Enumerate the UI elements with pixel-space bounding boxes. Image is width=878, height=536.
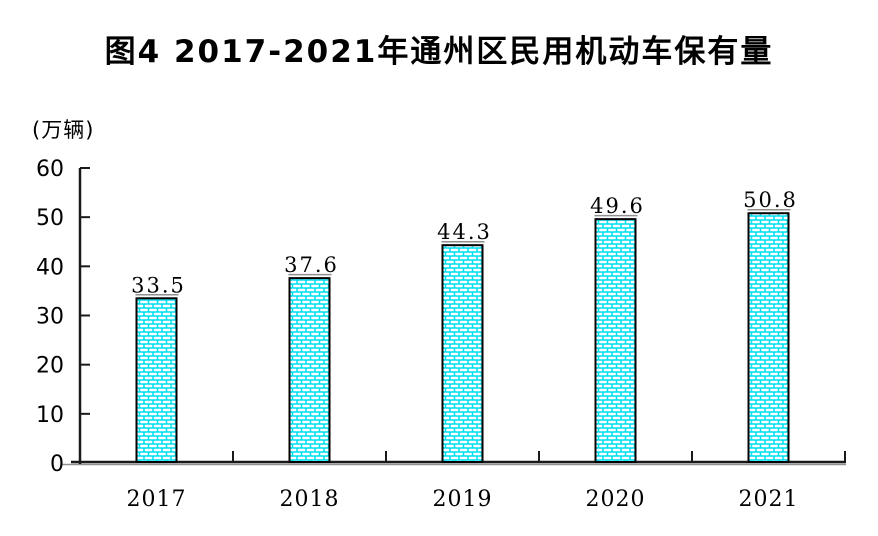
y-tick-label: 0 <box>50 452 64 477</box>
x-tick-label: 2018 <box>280 487 340 512</box>
bar <box>135 297 178 463</box>
bar-value-label: 33.5 <box>131 273 186 297</box>
bar <box>747 212 790 463</box>
bar-value-label: 49.6 <box>590 194 645 218</box>
y-tick-label: 60 <box>36 157 64 182</box>
chart-title: 图4 2017-2021年通州区民用机动车保有量 <box>104 34 774 70</box>
bar-value-label: 50.8 <box>743 188 798 212</box>
x-tick-label: 2017 <box>127 487 187 512</box>
bar-value-label: 44.3 <box>437 220 492 244</box>
bar <box>594 218 637 463</box>
x-tick-label: 2019 <box>433 487 493 512</box>
y-tick-label: 30 <box>36 305 64 330</box>
bar <box>441 244 484 463</box>
bar-value-label: 37.6 <box>284 253 339 277</box>
y-axis-unit-label: (万辆) <box>32 118 95 142</box>
y-tick-label: 10 <box>36 403 64 428</box>
x-tick-label: 2020 <box>586 487 646 512</box>
y-tick-label: 40 <box>36 255 64 280</box>
x-tick-label: 2021 <box>739 487 799 512</box>
y-tick-label: 50 <box>36 206 64 231</box>
bar <box>288 277 331 463</box>
y-tick-label: 20 <box>36 354 64 379</box>
